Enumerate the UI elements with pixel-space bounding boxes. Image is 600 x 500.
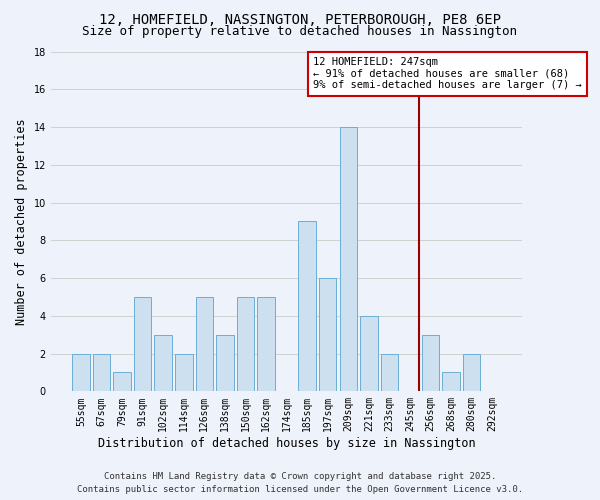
Bar bbox=[93, 354, 110, 392]
Y-axis label: Number of detached properties: Number of detached properties bbox=[15, 118, 28, 324]
Text: Contains HM Land Registry data © Crown copyright and database right 2025.
Contai: Contains HM Land Registry data © Crown c… bbox=[77, 472, 523, 494]
Bar bbox=[154, 334, 172, 392]
Bar bbox=[360, 316, 377, 392]
Bar bbox=[134, 297, 151, 392]
Bar bbox=[257, 297, 275, 392]
Bar bbox=[422, 334, 439, 392]
Bar bbox=[175, 354, 193, 392]
Text: Size of property relative to detached houses in Nassington: Size of property relative to detached ho… bbox=[83, 25, 517, 38]
X-axis label: Distribution of detached houses by size in Nassington: Distribution of detached houses by size … bbox=[98, 437, 475, 450]
Bar bbox=[196, 297, 213, 392]
Bar bbox=[113, 372, 131, 392]
Text: 12 HOMEFIELD: 247sqm
← 91% of detached houses are smaller (68)
9% of semi-detach: 12 HOMEFIELD: 247sqm ← 91% of detached h… bbox=[313, 57, 582, 90]
Bar bbox=[237, 297, 254, 392]
Bar bbox=[216, 334, 233, 392]
Bar bbox=[463, 354, 481, 392]
Bar bbox=[319, 278, 337, 392]
Text: 12, HOMEFIELD, NASSINGTON, PETERBOROUGH, PE8 6EP: 12, HOMEFIELD, NASSINGTON, PETERBOROUGH,… bbox=[99, 12, 501, 26]
Bar bbox=[380, 354, 398, 392]
Bar bbox=[340, 127, 357, 392]
Bar bbox=[298, 222, 316, 392]
Bar bbox=[72, 354, 90, 392]
Bar bbox=[442, 372, 460, 392]
